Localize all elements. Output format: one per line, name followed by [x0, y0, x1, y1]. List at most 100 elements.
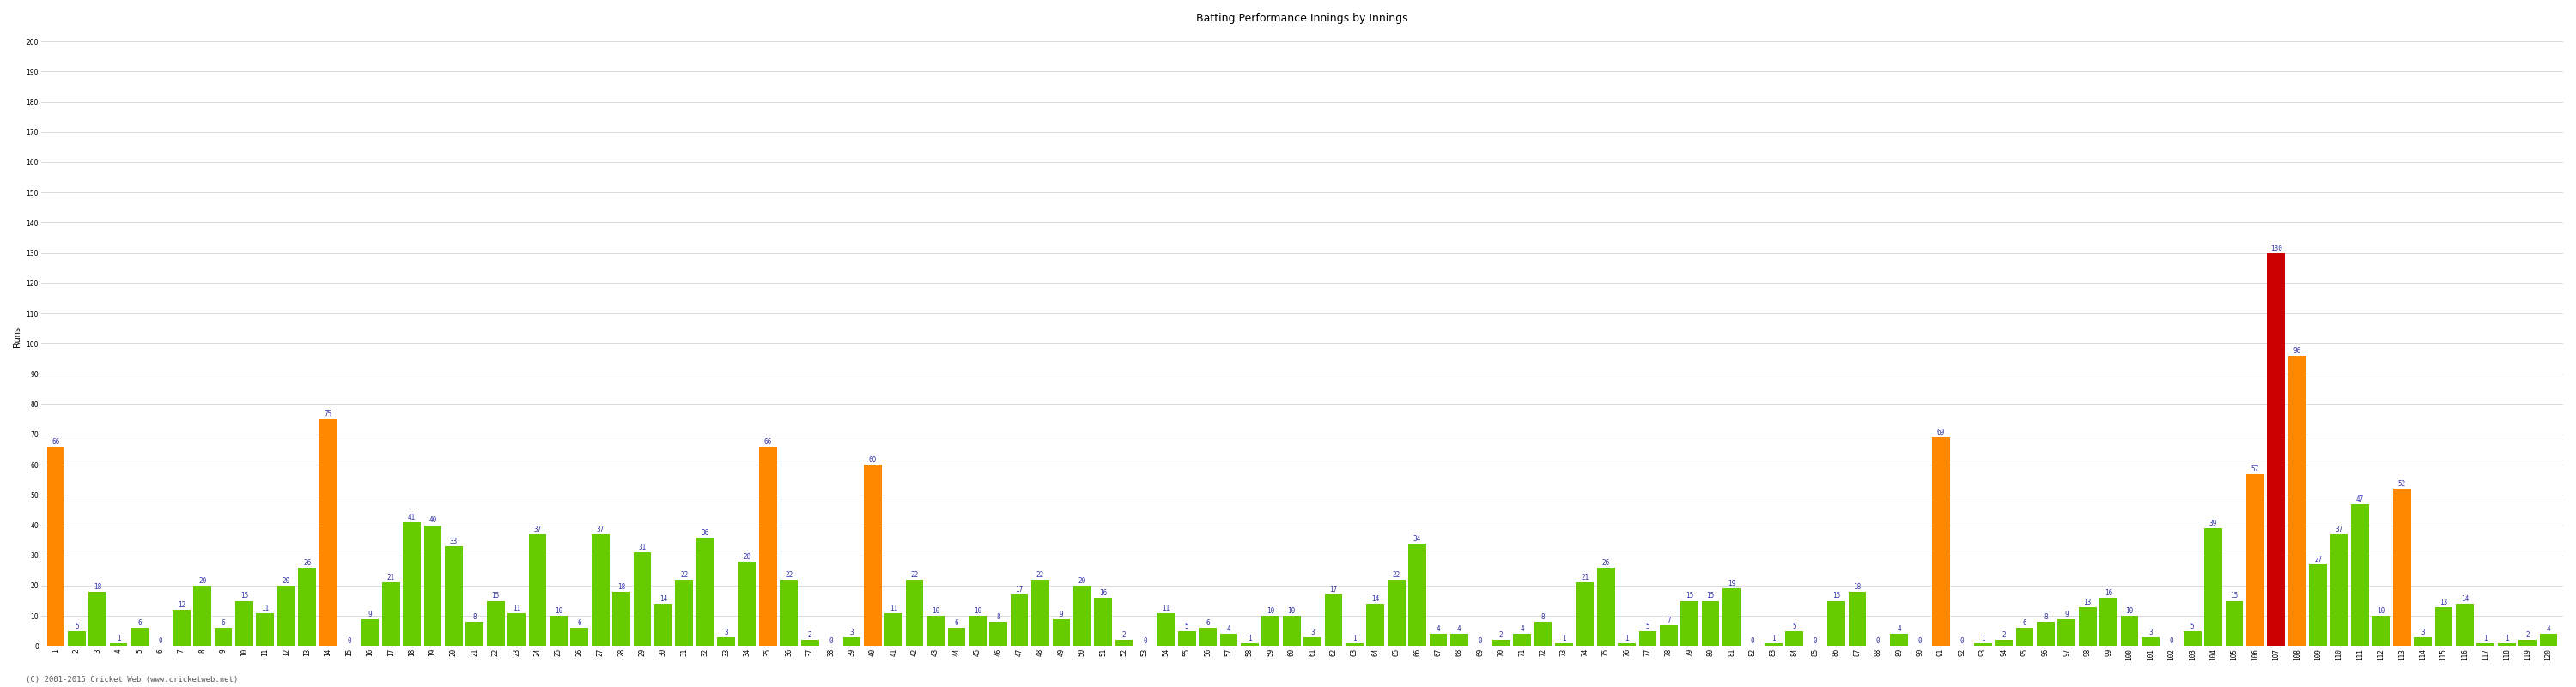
- Bar: [381, 583, 399, 646]
- Bar: [2038, 622, 2056, 646]
- Bar: [549, 616, 567, 646]
- Bar: [255, 613, 273, 646]
- Bar: [2499, 643, 2517, 646]
- Bar: [466, 622, 484, 646]
- Text: 5: 5: [75, 622, 80, 630]
- Text: 11: 11: [1162, 604, 1170, 612]
- Text: 20: 20: [283, 577, 291, 585]
- Bar: [1262, 616, 1280, 646]
- Bar: [1577, 583, 1595, 646]
- Text: 10: 10: [554, 607, 562, 615]
- Bar: [2455, 604, 2473, 646]
- Text: 8: 8: [2043, 613, 2048, 621]
- Text: 52: 52: [2398, 480, 2406, 488]
- Text: 31: 31: [639, 543, 647, 552]
- Bar: [716, 637, 734, 646]
- Bar: [1242, 643, 1260, 646]
- Text: 47: 47: [2357, 495, 2365, 503]
- Text: 18: 18: [1852, 583, 1862, 591]
- Bar: [1074, 585, 1092, 646]
- Text: 1: 1: [1247, 634, 1252, 642]
- Bar: [634, 552, 652, 646]
- Text: 10: 10: [974, 607, 981, 615]
- Text: 26: 26: [304, 559, 312, 567]
- Text: 9: 9: [368, 610, 371, 618]
- Bar: [1765, 643, 1783, 646]
- Bar: [696, 537, 714, 646]
- Bar: [1010, 595, 1028, 646]
- Text: 8: 8: [1540, 613, 1546, 621]
- Text: 20: 20: [1079, 577, 1087, 585]
- Bar: [234, 600, 252, 646]
- Y-axis label: Runs: Runs: [13, 326, 21, 346]
- Text: 4: 4: [2548, 625, 2550, 633]
- Bar: [989, 622, 1007, 646]
- Text: 0: 0: [1919, 638, 1922, 645]
- Text: 6: 6: [222, 619, 224, 627]
- Text: 4: 4: [1896, 625, 1901, 633]
- Bar: [319, 419, 337, 646]
- Text: 37: 37: [598, 526, 605, 533]
- Bar: [1054, 619, 1069, 646]
- Text: 3: 3: [2421, 629, 2424, 636]
- Bar: [1932, 438, 1950, 646]
- Bar: [88, 592, 106, 646]
- Bar: [2267, 253, 2285, 646]
- Bar: [1324, 595, 1342, 646]
- Bar: [654, 604, 672, 646]
- Bar: [1597, 567, 1615, 646]
- Bar: [1177, 631, 1195, 646]
- Bar: [2120, 616, 2138, 646]
- Bar: [2058, 619, 2076, 646]
- Bar: [1785, 631, 1803, 646]
- Text: 21: 21: [1582, 574, 1589, 582]
- Bar: [1030, 580, 1048, 646]
- Bar: [2476, 643, 2494, 646]
- Text: 14: 14: [1370, 595, 1378, 602]
- Bar: [46, 447, 64, 646]
- Text: 0: 0: [1144, 638, 1146, 645]
- Bar: [2434, 607, 2452, 646]
- Text: 9: 9: [2066, 610, 2069, 618]
- Bar: [1556, 643, 1574, 646]
- Text: 0: 0: [1814, 638, 1816, 645]
- Text: 3: 3: [724, 629, 729, 636]
- Bar: [425, 525, 440, 646]
- Bar: [1535, 622, 1551, 646]
- Text: 1: 1: [1772, 634, 1775, 642]
- Text: 18: 18: [93, 583, 100, 591]
- Text: 28: 28: [742, 553, 752, 561]
- Bar: [739, 561, 755, 646]
- Text: 13: 13: [2439, 598, 2447, 606]
- Text: 22: 22: [909, 571, 920, 578]
- Text: 6: 6: [1206, 619, 1211, 627]
- Text: 0: 0: [1752, 638, 1754, 645]
- Bar: [2099, 598, 2117, 646]
- Text: 5: 5: [2190, 622, 2195, 630]
- Bar: [760, 447, 778, 646]
- Text: 1: 1: [116, 634, 121, 642]
- Bar: [299, 567, 317, 646]
- Text: 4: 4: [1458, 625, 1461, 633]
- Bar: [2519, 640, 2537, 646]
- Bar: [1430, 634, 1448, 646]
- Text: 16: 16: [2105, 589, 2112, 597]
- Text: 1: 1: [2483, 634, 2488, 642]
- Text: 15: 15: [1832, 592, 1839, 600]
- Bar: [2141, 637, 2159, 646]
- Text: 22: 22: [786, 571, 793, 578]
- Bar: [592, 534, 611, 646]
- Text: 10: 10: [1267, 607, 1275, 615]
- Text: 2: 2: [1123, 631, 1126, 639]
- Text: 75: 75: [325, 411, 332, 418]
- Text: 57: 57: [2251, 465, 2259, 473]
- Bar: [67, 631, 85, 646]
- Bar: [1723, 589, 1741, 646]
- Text: 13: 13: [2084, 598, 2092, 606]
- Text: 26: 26: [1602, 559, 1610, 567]
- Text: 20: 20: [198, 577, 206, 585]
- Text: 33: 33: [451, 538, 459, 545]
- Text: 0: 0: [348, 638, 350, 645]
- Text: 4: 4: [1437, 625, 1440, 633]
- Bar: [507, 613, 526, 646]
